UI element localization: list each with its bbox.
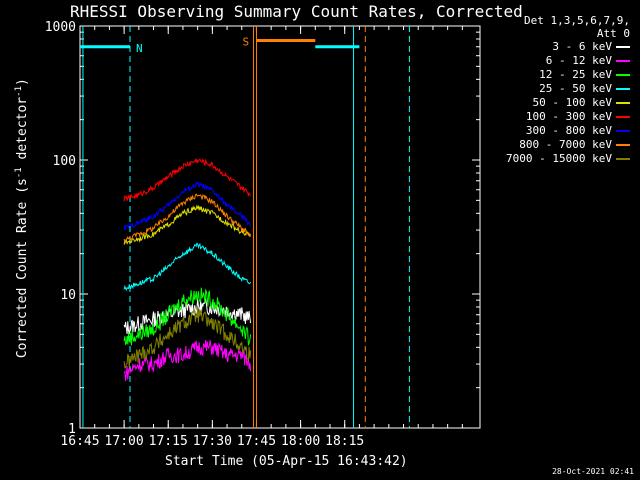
x-tick-label: 17:30 [193, 434, 232, 449]
x-tick-label: 16:45 [60, 434, 99, 449]
legend-swatch [616, 60, 630, 62]
legend-entry: 100 - 300 keV [484, 110, 634, 124]
y-tick-label: 100 [53, 154, 76, 169]
legend: 3 - 6 keV 6 - 12 keV 12 - 25 keV 25 - 50 ke… [484, 40, 634, 166]
legend-swatch [616, 46, 630, 48]
legend-entry: 7000 - 15000 keV [484, 152, 634, 166]
legend-entry-label: 12 - 25 keV [539, 68, 612, 81]
legend-entry: 50 - 100 keV [484, 96, 634, 110]
x-tick-label: 17:15 [149, 434, 188, 449]
legend-swatch [616, 102, 630, 104]
legend-swatch [616, 116, 630, 118]
legend-entry: 800 - 7000 keV [484, 138, 634, 152]
legend-entry: 25 - 50 keV [484, 82, 634, 96]
legend-entry-label: 6 - 12 keV [545, 54, 612, 67]
series-line-800_7000keV [123, 193, 252, 244]
legend-swatch [616, 88, 630, 90]
legend-swatch [616, 130, 630, 132]
x-tick-label: 17:45 [237, 434, 276, 449]
timestamp-label: 28-Oct-2021 02:41 [552, 467, 634, 476]
legend-entry-label: 25 - 50 keV [539, 82, 612, 95]
flag-label: S [242, 35, 249, 48]
y-tick-label: 1000 [45, 20, 76, 35]
legend-swatch [616, 74, 630, 76]
chart-title: RHESSI Observing Summary Count Rates, Co… [70, 2, 523, 21]
legend-entry-label: 300 - 800 keV [525, 124, 612, 137]
legend-detectors: Det 1,3,5,6,7,9, [524, 14, 630, 27]
series-line-50_100keV [123, 204, 251, 245]
legend-entry-label: 50 - 100 keV [532, 96, 612, 109]
legend-entry: 300 - 800 keV [484, 124, 634, 138]
y-tick-label: 10 [60, 288, 76, 303]
legend-swatch [616, 158, 630, 160]
legend-entry: 6 - 12 keV [484, 54, 634, 68]
series-line-3_6keV [123, 297, 252, 335]
series-line-100_300keV [123, 158, 251, 202]
y-axis-label: Corrected Count Rate (s-1 detector-1) [13, 78, 31, 359]
legend-entry-label: 800 - 7000 keV [519, 138, 612, 151]
y-tick-label: 1 [68, 422, 76, 437]
legend-entry: 3 - 6 keV [484, 40, 634, 54]
flag-label: N [136, 42, 143, 55]
series-line-300_800keV [123, 180, 252, 231]
legend-entry-label: 7000 - 15000 keV [506, 152, 612, 165]
legend-attenuator: Att 0 [596, 27, 630, 40]
series-line-12_25keV [123, 287, 252, 347]
legend-entry-label: 3 - 6 keV [552, 40, 612, 53]
series-line-7000_15000keV [123, 307, 252, 369]
x-axis-label: Start Time (05-Apr-15 16:43:42) [165, 454, 408, 469]
series-line-6_12keV [123, 340, 252, 381]
series-line-25_50keV [123, 242, 252, 292]
x-tick-label: 17:00 [105, 434, 144, 449]
legend-entry-label: 100 - 300 keV [525, 110, 612, 123]
plot-frame [79, 25, 481, 429]
legend-entry: 12 - 25 keV [484, 68, 634, 82]
x-tick-label: 18:15 [325, 434, 364, 449]
legend-swatch [616, 144, 630, 146]
x-tick-label: 18:00 [281, 434, 320, 449]
